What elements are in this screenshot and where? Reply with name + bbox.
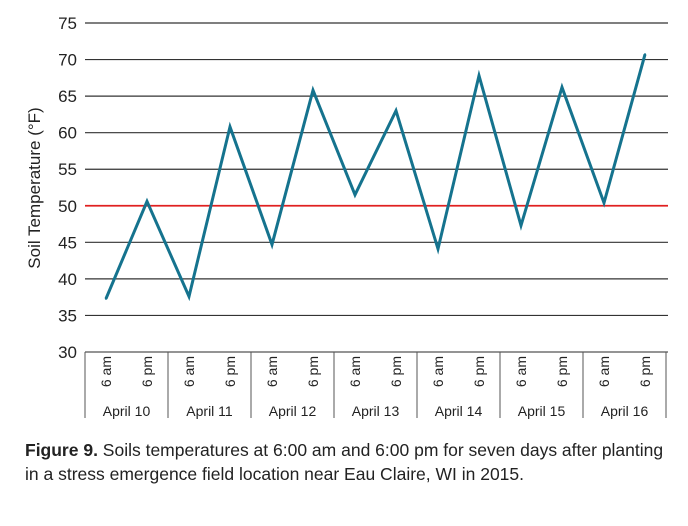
- data-point: [145, 200, 149, 203]
- series-line: [104, 54, 647, 302]
- x-time-label: 6 pm: [388, 356, 404, 387]
- x-time-label: 6 am: [430, 356, 446, 387]
- x-day-label: April 12: [269, 403, 317, 419]
- data-point: [187, 295, 191, 298]
- x-time-label: 6 pm: [305, 356, 321, 387]
- x-time-label: 6 am: [347, 356, 363, 387]
- data-point: [311, 89, 315, 92]
- x-time-label: 6 am: [264, 356, 280, 387]
- caption-text: Soils temperatures at 6:00 am and 6:00 p…: [25, 440, 664, 484]
- y-tick-label: 30: [58, 343, 77, 362]
- x-time-label: 6 pm: [139, 356, 155, 387]
- y-axis-label: Soil Temperature (°F): [25, 107, 44, 268]
- x-time-label: 6 am: [98, 356, 114, 387]
- x-day-label: April 16: [601, 403, 649, 419]
- y-tick-label: 65: [58, 87, 77, 106]
- x-day-label: April 10: [103, 403, 151, 419]
- y-tick-label: 45: [58, 233, 77, 252]
- y-tick-label: 60: [58, 124, 77, 143]
- x-time-label: 6 am: [513, 356, 529, 387]
- data-point: [560, 86, 564, 89]
- y-tick-label: 70: [58, 51, 77, 70]
- figure-caption: Figure 9. Soils temperatures at 6:00 am …: [25, 438, 675, 486]
- x-time-label: 6 pm: [471, 356, 487, 387]
- x-day-label: April 15: [518, 403, 566, 419]
- data-point: [353, 193, 357, 197]
- data-point: [394, 109, 398, 112]
- data-point: [519, 224, 523, 227]
- x-time-label: 6 am: [181, 356, 197, 387]
- y-tick-label: 75: [58, 14, 77, 33]
- data-point: [104, 297, 108, 300]
- data-point: [228, 125, 232, 129]
- x-time-label: 6 pm: [222, 356, 238, 387]
- data-point: [477, 74, 481, 77]
- y-tick-label: 40: [58, 270, 77, 289]
- x-day-label: April 14: [435, 403, 483, 419]
- line-chart: 30 35 40 45 50 55 60 65 70 75 Soil Temperature (°F…: [25, 14, 668, 419]
- x-time-label: 6 pm: [554, 356, 570, 387]
- x-day-label: April 13: [352, 403, 400, 419]
- data-point: [270, 243, 274, 246]
- y-tick-label: 50: [58, 197, 77, 216]
- data-point: [436, 247, 440, 251]
- x-time-label: 6 am: [596, 356, 612, 387]
- data-point: [643, 53, 647, 56]
- data-point: [602, 201, 606, 205]
- x-day-label: April 11: [186, 403, 233, 419]
- x-time-label: 6 pm: [637, 356, 653, 387]
- y-tick-label: 35: [58, 306, 77, 325]
- y-tick-label: 55: [58, 160, 77, 179]
- caption-label: Figure 9.: [25, 440, 98, 460]
